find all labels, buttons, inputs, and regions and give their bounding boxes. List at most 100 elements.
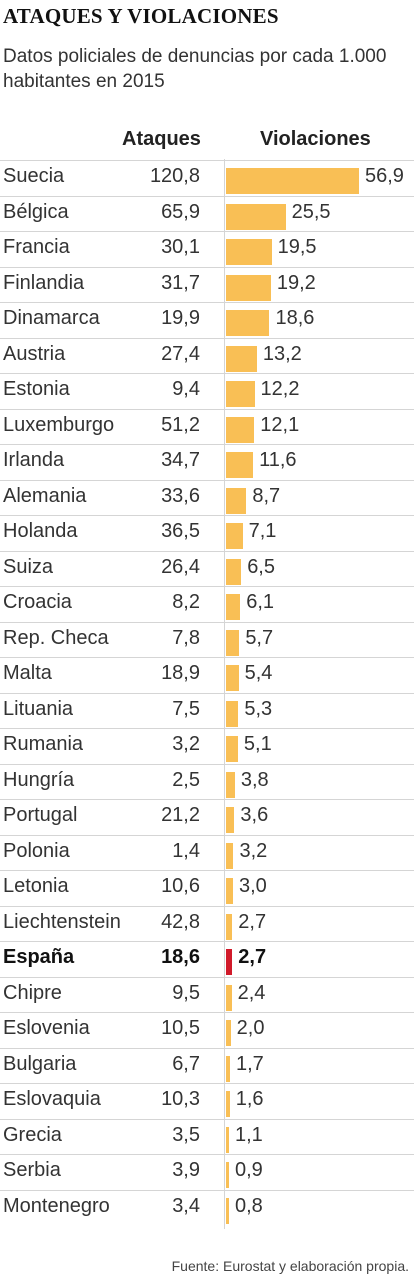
ataques-value: 36,5 [161,520,200,542]
ataques-value: 3,2 [172,733,200,755]
country-label: Rep. Checa [3,626,109,649]
country-label: Holanda [3,520,78,542]
country-label: Suecia [3,165,65,187]
table-row: Letonia 10,6 3,0 [0,870,414,905]
violaciones-bar [226,523,243,549]
violaciones-bar [226,594,241,620]
row-divider [0,1012,414,1013]
country-label: Letonia [3,875,69,897]
violaciones-bar [226,274,271,301]
table-row: Malta 18,9 5,4 [0,657,414,692]
violaciones-value: 19,5 [277,236,317,258]
violaciones-bar [226,949,233,975]
violaciones-value: 3,2 [239,839,268,862]
ataques-value: 10,5 [161,1017,200,1039]
violaciones-bar [226,736,238,762]
violaciones-bar [226,1162,229,1188]
column-header-violaciones: Violaciones [260,128,371,150]
ataques-value: 65,9 [161,200,200,223]
table-row: Irlanda 34,7 11,6 [0,444,414,479]
row-divider [0,657,414,658]
table-row: Bulgaria 6,7 1,7 [0,1047,414,1083]
violaciones-value: 3,8 [240,768,269,791]
country-label: Malta [3,662,52,684]
country-label: Croacia [3,591,72,613]
violaciones-bar [226,878,233,904]
chart-subtitle: Datos policiales de denuncias por cada 1… [3,46,387,92]
row-divider [0,1083,414,1084]
table-row: Rep. Checa 7,8 5,7 [0,621,414,657]
ataques-value: 6,7 [172,1052,200,1075]
row-divider [0,621,414,623]
ataques-value: 33,6 [161,484,200,507]
table-row: Eslovaquia 10,3 1,6 [0,1083,414,1118]
row-divider [0,515,414,516]
violaciones-value: 56,9 [365,165,404,187]
table-row: Hungría 2,5 3,8 [0,763,414,799]
violaciones-value: 19,2 [276,271,316,294]
country-label: Rumania [3,733,84,755]
violaciones-bar [226,239,272,265]
country-label: Serbia [3,1159,61,1181]
violaciones-value: 1,1 [235,1123,263,1146]
violaciones-value: 5,1 [243,733,272,755]
violaciones-bar [226,665,239,691]
violaciones-value: 5,4 [244,662,273,684]
country-label: Dinamarca [3,307,100,329]
row-divider [0,586,414,587]
ataques-value: 9,5 [172,981,200,1004]
row-divider [0,408,414,410]
violaciones-value: 2,7 [238,946,267,968]
ataques-value: 51,2 [161,413,200,436]
country-label: Eslovenia [3,1017,90,1039]
column-separator [224,159,225,1229]
violaciones-value: 5,7 [245,626,274,649]
row-divider [0,550,414,552]
table-row: Holanda 36,5 7,1 [0,515,414,550]
country-label: España [3,946,75,968]
ataques-value: 21,2 [161,804,200,826]
source-note: Fuente: Eurostat y elaboración propia. [171,1258,409,1274]
country-label: Alemania [3,484,87,507]
violaciones-bar [226,168,359,194]
ataques-value: 18,9 [161,662,200,684]
violaciones-bar [226,203,286,230]
violaciones-bar [226,381,255,407]
violaciones-value: 11,6 [259,449,297,471]
violaciones-value: 5,3 [244,697,273,720]
violaciones-value: 2,7 [238,910,267,933]
table-row: Estonia 9,4 12,2 [0,373,414,408]
table-row: Liechtenstein 42,8 2,7 [0,905,414,941]
table-row: Serbia 3,9 0,9 [0,1154,414,1189]
violaciones-value: 25,5 [291,200,331,223]
country-label: Bélgica [3,200,69,223]
violaciones-value: 3,6 [240,804,269,826]
table-row: Eslovenia 10,5 2,0 [0,1012,414,1047]
row-divider [0,195,414,197]
violaciones-value: 13,2 [262,342,302,365]
violaciones-value: 1,7 [235,1052,264,1075]
ataques-value: 31,7 [161,271,200,294]
ataques-value: 27,4 [161,342,200,365]
table-row: Rumania 3,2 5,1 [0,728,414,763]
ataques-value: 18,6 [161,946,200,968]
row-divider [0,1047,414,1049]
country-label: Suiza [3,555,54,578]
violaciones-value: 0,9 [235,1159,263,1181]
ataques-value: 3,9 [172,1159,200,1181]
table-row: Suecia 120,8 56,9 [0,160,414,195]
table-row: Luxemburgo 51,2 12,1 [0,408,414,444]
country-label: Portugal [3,804,78,826]
row-divider [0,231,414,232]
row-divider [0,1118,414,1120]
row-divider [0,479,414,481]
country-label: Luxemburgo [3,413,115,436]
row-divider [0,373,414,374]
violaciones-value: 6,5 [247,555,275,578]
row-divider [0,302,414,303]
row-divider [0,905,414,907]
table-row: Bélgica 65,9 25,5 [0,195,414,231]
country-label: Grecia [3,1123,62,1146]
ataques-value: 120,8 [149,165,200,187]
